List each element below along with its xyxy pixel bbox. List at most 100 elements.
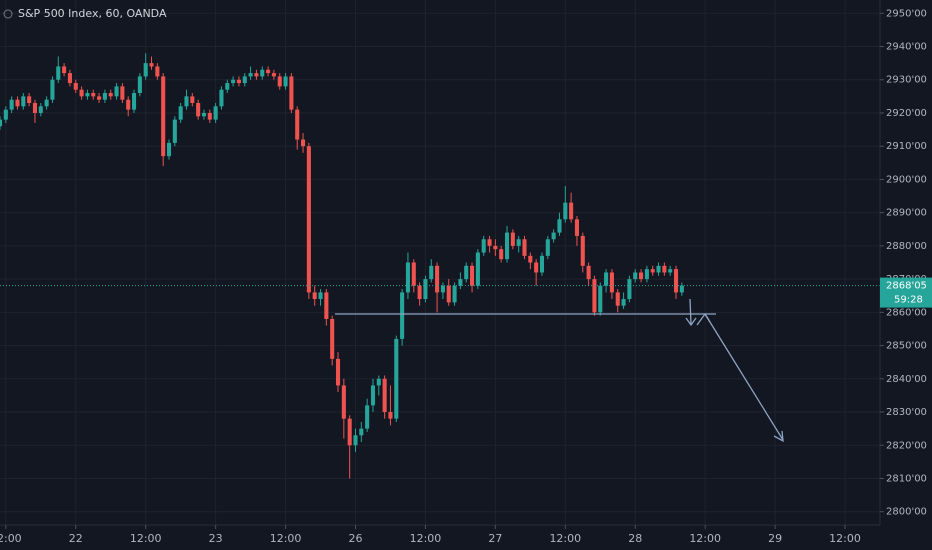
candle-body — [85, 93, 90, 97]
candle-body — [166, 142, 172, 157]
candle-body — [644, 269, 649, 280]
candle-body — [650, 269, 655, 273]
candle-body — [44, 99, 49, 107]
candle-body — [178, 106, 183, 120]
candle-body — [499, 249, 504, 260]
candle-body — [534, 262, 539, 273]
candle-body — [271, 73, 276, 77]
candle-body — [633, 272, 638, 280]
y-tick-label: 2900'00 — [886, 174, 927, 185]
candle-body — [475, 252, 480, 286]
y-tick-label: 2930'00 — [886, 75, 927, 86]
last-price-label: 2868'05 — [886, 281, 927, 292]
candle-body — [592, 279, 597, 313]
chart-title: S&P 500 Index, 60, OANDA — [18, 7, 167, 20]
grid — [0, 0, 880, 525]
candle-body — [0, 119, 3, 127]
candle-body — [621, 299, 626, 306]
candle-body — [149, 63, 154, 67]
candle-body — [569, 202, 574, 220]
candles — [0, 53, 880, 479]
x-tick-label: 29 — [768, 532, 782, 545]
candle-body — [545, 239, 550, 256]
candle-body — [260, 69, 265, 77]
candle-body — [289, 76, 294, 110]
candle-body — [67, 73, 72, 84]
y-tick-label: 2910'00 — [886, 141, 927, 152]
candle-body — [586, 265, 591, 280]
candle-body — [207, 112, 212, 120]
candle-body — [370, 385, 376, 406]
small-arrow-head — [696, 312, 711, 326]
candle-body — [126, 99, 131, 110]
candle-body — [411, 262, 416, 286]
candle-body — [301, 139, 306, 147]
candle-body — [324, 292, 329, 319]
x-tick-label: 12:00 — [689, 532, 721, 545]
candle-body — [400, 292, 405, 339]
candle-body — [172, 119, 177, 143]
candle-body — [353, 435, 358, 446]
candle-body — [440, 285, 445, 293]
candle-body — [464, 265, 469, 280]
candle-body — [132, 93, 137, 110]
series-icon — [3, 9, 13, 19]
candle-body — [539, 255, 545, 273]
candle-body — [137, 76, 142, 94]
x-tick-label: 12:00 — [0, 532, 22, 545]
candle-body — [493, 245, 498, 250]
candle-body — [108, 93, 113, 97]
y-tick-label: 2880'00 — [886, 241, 927, 252]
y-tick-label: 2820'00 — [886, 440, 927, 451]
candle-body — [73, 83, 78, 90]
candle-body — [673, 269, 679, 293]
candle-body — [580, 235, 585, 266]
candle-body — [435, 265, 440, 293]
x-tick-label: 28 — [628, 532, 642, 545]
y-tick-label: 2920'00 — [886, 108, 927, 119]
candle-body — [662, 265, 667, 273]
candle-body — [266, 69, 271, 74]
candle-body — [347, 418, 352, 446]
candle-body — [516, 239, 521, 246]
candle-body — [679, 285, 684, 293]
y-tick-label: 2840'00 — [886, 374, 927, 385]
candle-body — [3, 109, 8, 120]
forecast-arrow — [704, 313, 784, 441]
y-tick-label: 2940'00 — [886, 42, 927, 53]
candle-body — [219, 89, 224, 107]
candle-body — [38, 106, 43, 113]
candle-body — [510, 232, 515, 246]
last-price-box — [880, 277, 932, 308]
candle-body — [376, 378, 381, 386]
candle-body — [242, 76, 247, 84]
candle-body — [231, 79, 236, 84]
candle-body — [417, 285, 422, 300]
y-tick-label: 2860'00 — [886, 307, 927, 318]
candle-body — [312, 292, 317, 300]
y-tick-label: 2950'00 — [886, 8, 927, 19]
candle-body — [254, 73, 259, 77]
candle-body — [120, 86, 125, 100]
candle-body — [405, 262, 410, 293]
candle-body — [522, 239, 527, 256]
x-tick-label: 27 — [488, 532, 502, 545]
x-tick-label: 26 — [348, 532, 362, 545]
candle-body — [639, 272, 644, 280]
candle-body — [365, 405, 370, 429]
candle-body — [225, 83, 230, 90]
candle-body — [598, 285, 603, 313]
candle-body — [155, 66, 160, 77]
candle-body — [27, 96, 32, 104]
y-axis-panel — [880, 0, 932, 550]
candle-body — [114, 86, 119, 97]
candle-body — [604, 272, 609, 286]
candle-body — [330, 318, 335, 359]
candle-body — [102, 93, 107, 100]
candle-body — [429, 265, 434, 280]
candle-body — [21, 96, 26, 107]
candle-body — [184, 96, 189, 107]
candle-body — [236, 79, 241, 84]
candle-body — [97, 96, 102, 100]
